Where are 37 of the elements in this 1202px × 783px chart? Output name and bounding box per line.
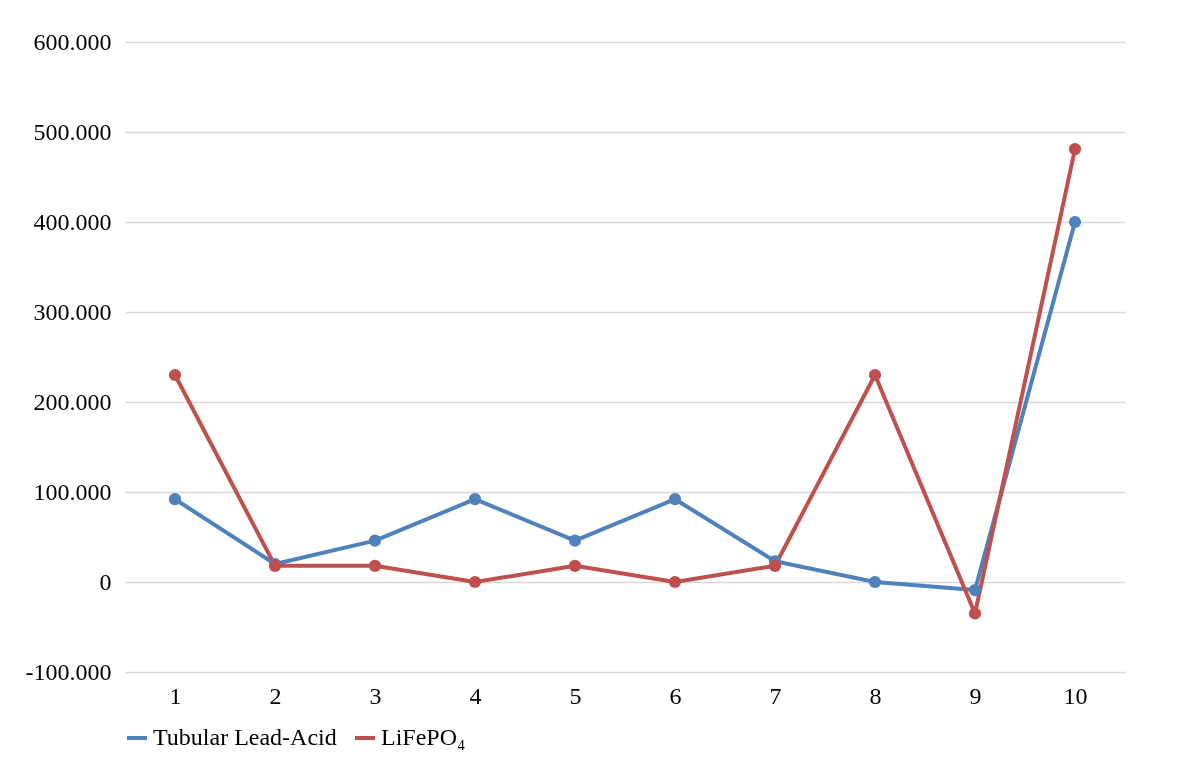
y-tick-label: 200.000 bbox=[33, 388, 112, 415]
point bbox=[768, 559, 782, 572]
legend-label: LiFePO₄ bbox=[381, 724, 466, 750]
point bbox=[368, 534, 382, 547]
point bbox=[168, 368, 182, 382]
point bbox=[468, 575, 482, 589]
x-tick-label: 1 bbox=[169, 682, 182, 709]
point bbox=[1068, 215, 1082, 229]
x-tick-label: 6 bbox=[669, 682, 682, 709]
point bbox=[868, 575, 882, 589]
point bbox=[868, 368, 882, 382]
x-tick-label: 8 bbox=[869, 682, 882, 709]
y-tick-label: 0 bbox=[99, 568, 112, 595]
point bbox=[968, 583, 982, 597]
point bbox=[368, 559, 382, 572]
point bbox=[668, 493, 682, 506]
point bbox=[568, 559, 582, 572]
y-tick-label: 100.000 bbox=[33, 478, 112, 505]
y-tick-label: -100.000 bbox=[25, 658, 112, 685]
point bbox=[968, 607, 982, 620]
y-tick-label: 600.000 bbox=[33, 28, 112, 55]
x-tick-label: 2 bbox=[269, 682, 282, 709]
point bbox=[1068, 142, 1082, 156]
point bbox=[468, 493, 482, 506]
x-tick-label: 5 bbox=[569, 682, 582, 709]
legend-label: Tubular Lead-Acid bbox=[153, 724, 337, 750]
x-tick-label: 10 bbox=[1063, 682, 1088, 709]
x-tick-label: 3 bbox=[369, 682, 382, 709]
x-tick-label: 9 bbox=[969, 682, 982, 709]
x-tick-label: 4 bbox=[469, 682, 482, 709]
point bbox=[568, 534, 582, 547]
x-tick-label: 7 bbox=[769, 682, 782, 709]
y-tick-label: 400.000 bbox=[33, 208, 112, 235]
point bbox=[168, 493, 182, 506]
y-tick-label: 500.000 bbox=[33, 118, 112, 145]
point bbox=[668, 575, 682, 589]
y-tick-label: 300.000 bbox=[33, 298, 112, 325]
